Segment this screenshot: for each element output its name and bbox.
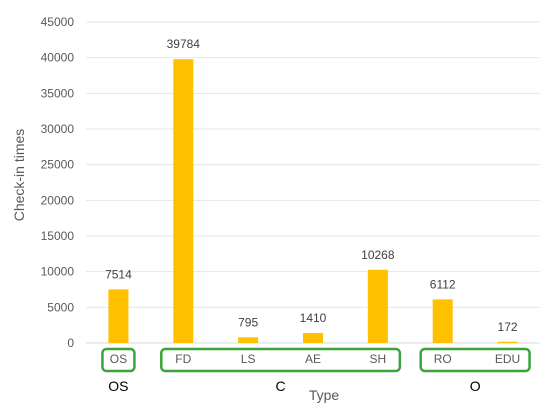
data-label: 795 (238, 315, 258, 329)
group-box (419, 347, 531, 373)
data-label: 1410 (300, 311, 327, 325)
bar-os (108, 289, 129, 343)
y-tick-label: 25000 (41, 158, 75, 172)
y-tick-label: 45000 (41, 15, 75, 29)
y-axis-ticks: 0 5000 10000 15000 20000 25000 30000 35000 40000… (41, 15, 75, 350)
bar-ae (303, 332, 323, 343)
y-tick-label: 15000 (41, 229, 75, 243)
group-label: OS (108, 378, 128, 394)
data-labels: 7514 39784 795 1410 10268 6112 172 (105, 37, 518, 334)
category-label: SH (370, 352, 387, 366)
data-label: 172 (498, 320, 518, 334)
y-tick-label: 0 (67, 336, 74, 350)
group-boxes (101, 347, 531, 373)
data-label: 39784 (167, 37, 201, 51)
group-label: C (276, 378, 286, 394)
bar-ro (432, 299, 453, 343)
group-label: O (470, 378, 481, 394)
data-label: 6112 (430, 277, 456, 291)
bars (108, 59, 518, 344)
gridlines (86, 21, 540, 344)
y-tick-label: 5000 (47, 300, 74, 314)
category-label: LS (241, 352, 256, 366)
bar-edu (497, 341, 518, 343)
category-label: RO (434, 352, 452, 366)
y-tick-label: 40000 (41, 51, 75, 65)
category-label: EDU (495, 352, 520, 366)
category-label: OS (110, 352, 127, 366)
y-tick-label: 35000 (41, 86, 75, 100)
group-labels: OS C O (108, 378, 480, 394)
y-tick-label: 30000 (41, 122, 75, 136)
bar-ls (238, 337, 259, 343)
y-tick-label: 20000 (41, 193, 75, 207)
group-box (160, 347, 402, 373)
bar-sh (367, 269, 388, 343)
category-label: FD (175, 352, 191, 366)
data-label: 7514 (105, 267, 132, 281)
category-labels: OS FD LS AE SH RO EDU (110, 352, 520, 366)
x-axis-title: Type (309, 387, 340, 403)
data-label: 10268 (361, 248, 395, 262)
category-label: AE (305, 352, 321, 366)
y-axis-title: Check-in times (11, 129, 27, 222)
group-box (101, 347, 136, 373)
y-tick-label: 10000 (41, 265, 75, 279)
bar-fd (173, 59, 194, 344)
